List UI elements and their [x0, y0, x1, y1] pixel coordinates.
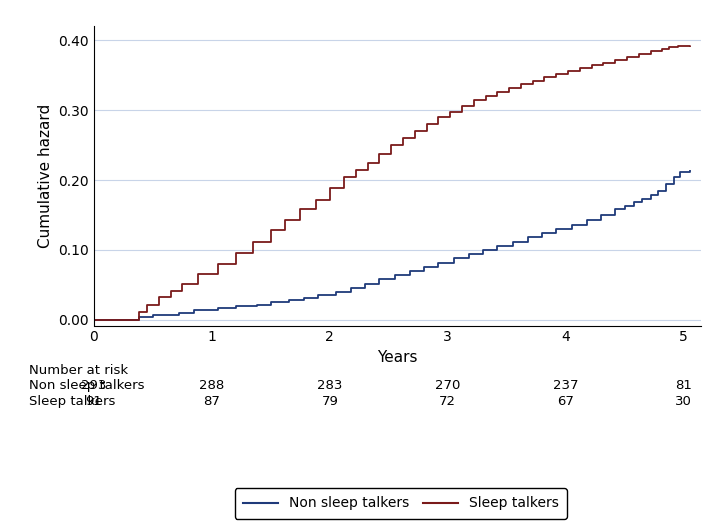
Text: 81: 81 — [675, 380, 692, 392]
Text: 72: 72 — [440, 395, 456, 408]
Text: 270: 270 — [435, 380, 461, 392]
X-axis label: Years: Years — [377, 350, 418, 365]
Text: 87: 87 — [203, 395, 221, 408]
Text: 288: 288 — [200, 380, 225, 392]
Text: Non sleep talkers: Non sleep talkers — [29, 380, 145, 392]
Text: 237: 237 — [553, 380, 578, 392]
Text: 79: 79 — [322, 395, 338, 408]
Text: 283: 283 — [317, 380, 343, 392]
Text: Sleep talkers: Sleep talkers — [29, 395, 115, 408]
Text: 293: 293 — [81, 380, 107, 392]
Text: 91: 91 — [85, 395, 103, 408]
Text: 67: 67 — [557, 395, 574, 408]
Legend: Non sleep talkers, Sleep talkers: Non sleep talkers, Sleep talkers — [234, 488, 567, 519]
Text: Number at risk: Number at risk — [29, 364, 128, 376]
Y-axis label: Cumulative hazard: Cumulative hazard — [38, 104, 53, 248]
Text: 30: 30 — [675, 395, 692, 408]
